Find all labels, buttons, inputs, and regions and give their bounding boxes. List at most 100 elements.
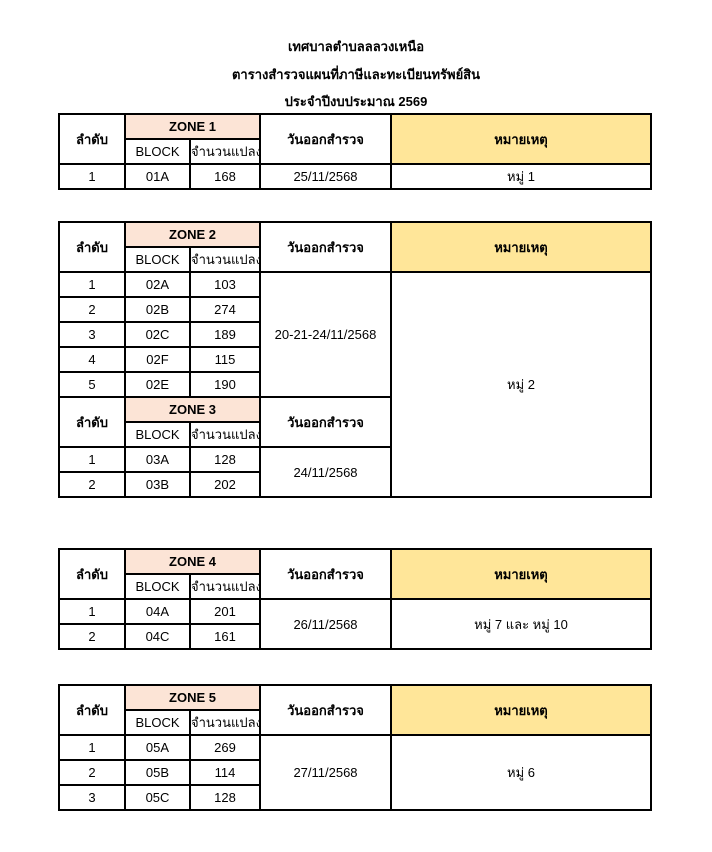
document-title: ตารางสำรวจแผนที่ภาษีและทะเบียนทรัพย์สิน xyxy=(231,67,481,82)
parcels-cell: 189 xyxy=(189,321,261,348)
block-cell: 04C xyxy=(124,623,191,650)
remark-header: หมายเหตุ xyxy=(390,548,652,600)
subheader-row: BLOCK จำนวนแปลง xyxy=(59,421,651,448)
survey-date-cell: 27/11/2568 xyxy=(259,734,392,811)
zone-header: ZONE 5 xyxy=(124,684,261,711)
zone-table-5: ลำดับ ZONE 5 วันออกสำรวจ หมายเหตุ BLOCK จำนวน… xyxy=(58,684,652,811)
zone-table-2-3: ลำดับ ZONE 2 วันออกสำรวจ หมายเหตุ BLOCK จำนวน… xyxy=(58,221,652,498)
parcels-cell: 114 xyxy=(189,759,261,786)
block-cell: 02A xyxy=(124,271,191,298)
date-header: วันออกสำรวจ xyxy=(259,684,392,736)
block-header: BLOCK xyxy=(124,573,191,600)
block-cell: 03B xyxy=(124,471,191,498)
survey-date-cell: 25/11/2568 xyxy=(259,163,392,190)
parcels-header: จำนวนแปลง xyxy=(189,246,261,273)
order-cell: 4 xyxy=(58,346,126,373)
order-cell: 5 xyxy=(58,371,126,398)
zone-table-1: ลำดับ ZONE 1 วันออกสำรวจ หมายเหตุ BLOCK จำนวน… xyxy=(58,113,652,190)
block-cell: 05C xyxy=(124,784,191,811)
order-header: ลำดับ xyxy=(58,113,126,165)
order-cell: 1 xyxy=(58,446,126,473)
table-row: 2 03B 202 xyxy=(58,471,651,498)
order-cell: 1 xyxy=(58,598,126,625)
subheader-row: BLOCK จำนวนแปลง xyxy=(59,246,651,273)
remark-header: หมายเหตุ xyxy=(390,113,652,165)
table-row: 2 04C 161 xyxy=(58,623,651,650)
date-header: วันออกสำรวจ xyxy=(259,221,392,273)
order-cell: 3 xyxy=(58,321,126,348)
block-header: BLOCK xyxy=(124,421,191,448)
zone-header: ZONE 4 xyxy=(124,548,261,575)
block-header: BLOCK xyxy=(124,246,191,273)
block-header: BLOCK xyxy=(124,138,191,165)
header-row: ลำดับ ZONE 3 วันออกสำรวจ xyxy=(58,396,651,448)
parcels-header: จำนวนแปลง xyxy=(189,138,261,165)
parcels-cell: 274 xyxy=(189,296,261,323)
parcels-cell: 161 xyxy=(189,623,261,650)
table-row: 1 02A 103 20-21-24/11/2568 หมู่ 2 xyxy=(58,271,652,498)
table-row: 4 02F 115 xyxy=(58,346,651,373)
subheader-row: BLOCK จำนวนแปลง xyxy=(59,709,651,736)
parcels-header: จำนวนแปลง xyxy=(189,421,261,448)
parcels-cell: 202 xyxy=(189,471,261,498)
remark-cell: หมู่ 1 xyxy=(390,163,652,190)
remark-header: หมายเหตุ xyxy=(390,221,652,273)
parcels-header: จำนวนแปลง xyxy=(189,709,261,736)
zone-header: ZONE 2 xyxy=(124,221,261,248)
order-cell: 1 xyxy=(58,163,126,190)
survey-date-cell: 20-21-24/11/2568 xyxy=(259,271,392,398)
date-header: วันออกสำรวจ xyxy=(259,396,392,448)
org-title: เทศบาลตำบลลลวงเหนือ xyxy=(287,39,425,54)
header-row: ลำดับ ZONE 4 วันออกสำรวจ หมายเหตุ xyxy=(58,548,652,600)
order-header: ลำดับ xyxy=(58,548,126,600)
parcels-header: จำนวนแปลง xyxy=(189,573,261,600)
zone-header: ZONE 1 xyxy=(124,113,261,140)
table-row: 1 05A 269 27/11/2568 หมู่ 6 xyxy=(58,734,652,811)
date-header: วันออกสำรวจ xyxy=(259,548,392,600)
parcels-cell: 201 xyxy=(189,598,261,625)
parcels-cell: 128 xyxy=(189,446,261,473)
table-row: 1 01A 168 25/11/2568 หมู่ 1 xyxy=(58,163,652,190)
table-row: 1 03A 128 24/11/2568 xyxy=(58,446,651,498)
zone-table-4: ลำดับ ZONE 4 วันออกสำรวจ หมายเหตุ BLOCK จำนวน… xyxy=(58,548,652,650)
remark-cell: หมู่ 7 และ หมู่ 10 xyxy=(390,598,652,650)
remark-cell: หมู่ 6 xyxy=(390,734,652,811)
block-cell: 02C xyxy=(124,321,191,348)
survey-date-cell: 24/11/2568 xyxy=(259,446,392,498)
block-cell: 04A xyxy=(124,598,191,625)
table-row: 3 05C 128 xyxy=(58,784,651,811)
order-cell: 1 xyxy=(58,734,126,761)
subheader-row: BLOCK จำนวนแปลง xyxy=(59,138,651,165)
order-cell: 1 xyxy=(58,271,126,298)
table-row: 5 02E 190 xyxy=(58,371,651,398)
order-cell: 2 xyxy=(58,623,126,650)
block-header: BLOCK xyxy=(124,709,191,736)
order-header: ลำดับ xyxy=(58,221,126,273)
subheader-row: BLOCK จำนวนแปลง xyxy=(59,573,651,600)
order-header: ลำดับ xyxy=(58,396,126,448)
parcels-cell: 103 xyxy=(189,271,261,298)
table-row: 3 02C 189 xyxy=(58,321,651,348)
table-row: 2 05B 114 xyxy=(58,759,651,786)
remark-header: หมายเหตุ xyxy=(390,684,652,736)
header-row: ลำดับ ZONE 2 วันออกสำรวจ หมายเหตุ xyxy=(58,221,652,273)
parcels-cell: 269 xyxy=(189,734,261,761)
block-cell: 01A xyxy=(124,163,191,190)
block-cell: 05B xyxy=(124,759,191,786)
block-cell: 02E xyxy=(124,371,191,398)
header-row: ลำดับ ZONE 5 วันออกสำรวจ หมายเหตุ xyxy=(58,684,652,736)
parcels-cell: 168 xyxy=(189,163,261,190)
zone-header: ZONE 3 xyxy=(124,396,261,423)
order-cell: 2 xyxy=(58,296,126,323)
block-cell: 02B xyxy=(124,296,191,323)
block-cell: 03A xyxy=(124,446,191,473)
block-cell: 02F xyxy=(124,346,191,373)
order-header: ลำดับ xyxy=(58,684,126,736)
parcels-cell: 190 xyxy=(189,371,261,398)
survey-date-cell: 26/11/2568 xyxy=(259,598,392,650)
parcels-cell: 115 xyxy=(189,346,261,373)
block-cell: 05A xyxy=(124,734,191,761)
order-cell: 2 xyxy=(58,759,126,786)
remark-cell: หมู่ 2 xyxy=(390,271,652,498)
order-cell: 2 xyxy=(58,471,126,498)
